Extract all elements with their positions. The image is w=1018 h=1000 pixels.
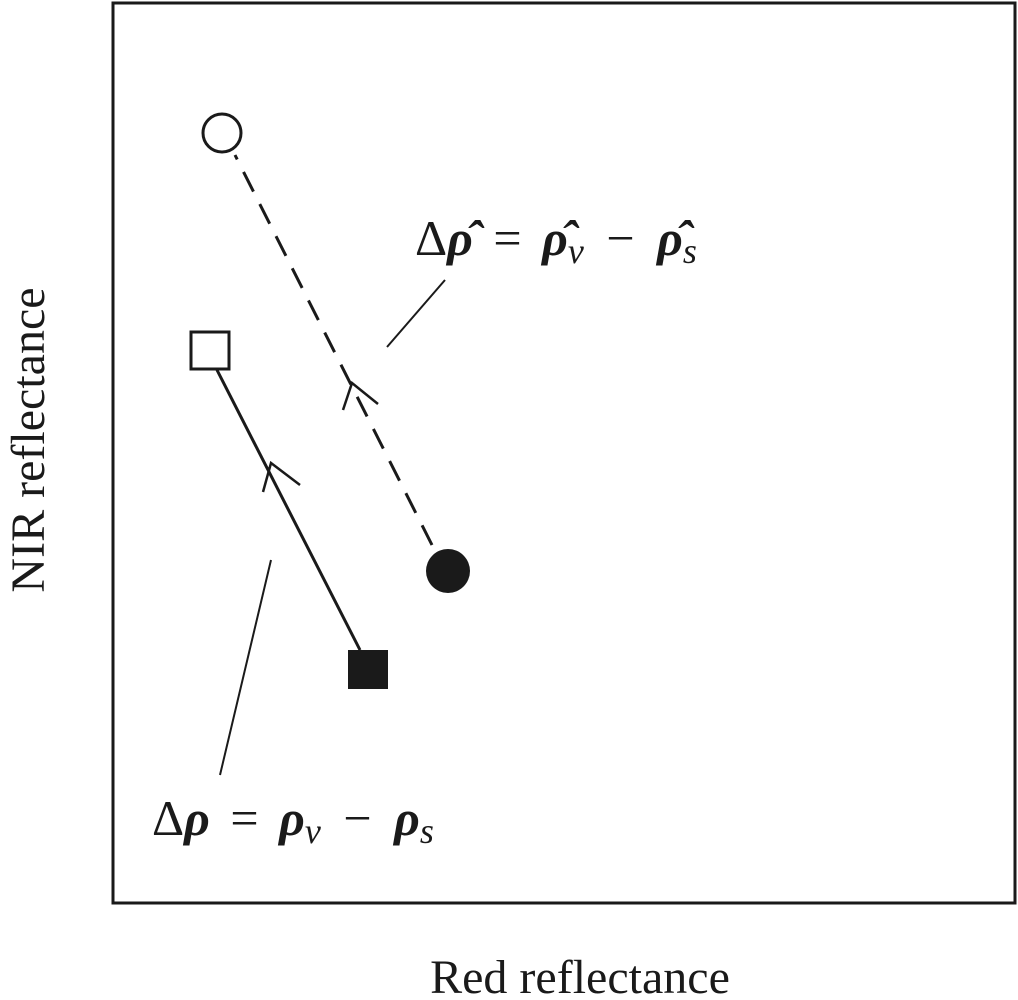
- hat-eq-minus: −: [606, 210, 634, 266]
- hat-eq-equals: =: [493, 210, 521, 266]
- filled-square-marker: [348, 650, 388, 689]
- y-axis-label: NIR reflectance: [2, 287, 55, 592]
- hat-label-leader: [386, 279, 446, 348]
- filled-circle-marker: [426, 549, 470, 593]
- plain-eq-sub-v: v: [305, 811, 321, 851]
- plain-eq-rho-v: ρ: [277, 790, 305, 846]
- x-axis-label: Red reflectance: [430, 951, 730, 1000]
- dashed-vector-arrowhead: [341, 380, 379, 411]
- hat-eq-sub-s: s: [683, 231, 697, 271]
- plain-eq-sub-s: s: [420, 811, 434, 851]
- plot-frame: [111, 1, 1017, 905]
- plain-label-leader: [219, 559, 272, 776]
- plain-eq-minus: −: [343, 790, 371, 846]
- open-circle-marker: [201, 112, 243, 154]
- solid-vector-line: [215, 369, 362, 651]
- hat-eq-sub-v: v: [568, 231, 584, 271]
- plain-eq-delta: Δ: [152, 790, 184, 846]
- plain-delta-equation: Δρ = ρv − ρs: [152, 790, 434, 854]
- plain-eq-rho-lhs: ρ: [182, 790, 210, 846]
- plain-eq-rho-s: ρ: [392, 790, 420, 846]
- hat-eq-delta: Δ: [415, 210, 447, 266]
- hat-delta-equation: Δρ̂ = ρ̂v − ρ̂s: [415, 210, 697, 274]
- dashed-vector-line: [233, 154, 434, 546]
- hat-eq-rho-lhs: ρ̂: [445, 210, 485, 266]
- solid-vector-arrowhead: [261, 460, 301, 493]
- open-square-marker: [189, 330, 231, 371]
- plain-eq-equals: =: [230, 790, 258, 846]
